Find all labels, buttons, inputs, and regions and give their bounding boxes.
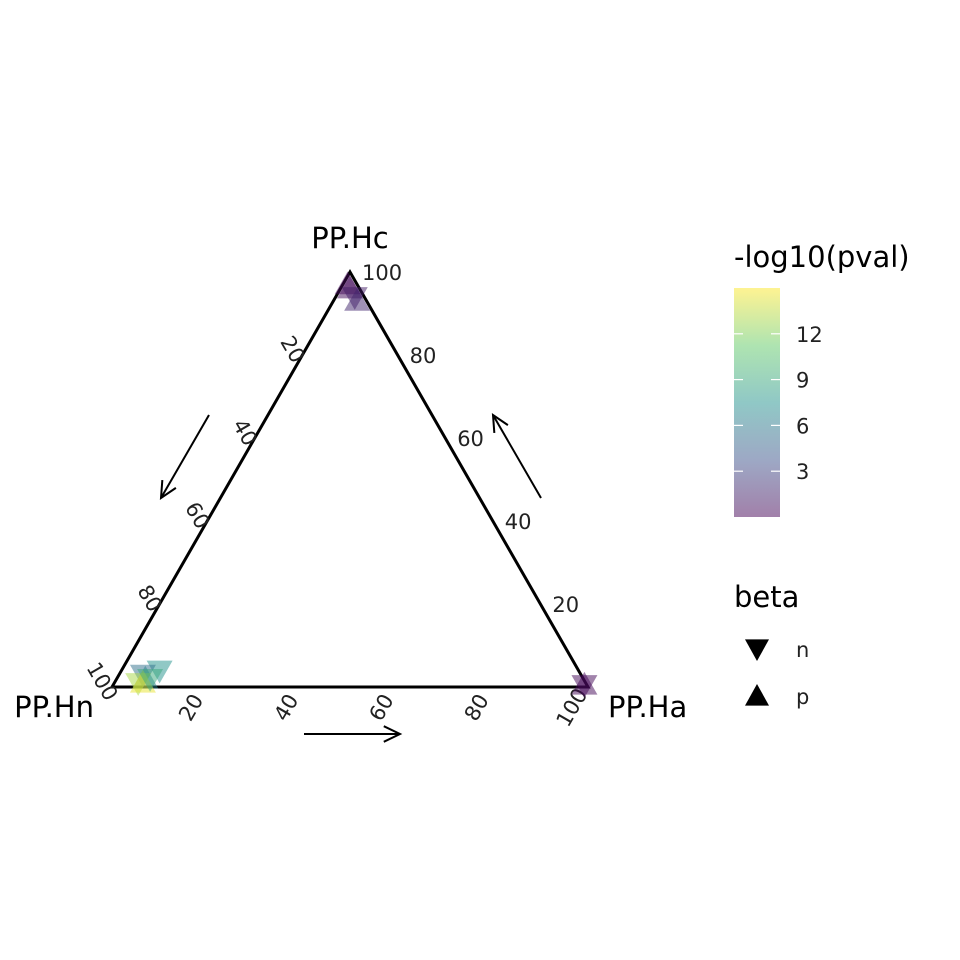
shape-legend-label: n [796, 638, 809, 662]
tick-label-ha: 60 [364, 690, 398, 725]
legend-triangle-down-icon [745, 639, 769, 661]
direction-arrows [159, 413, 542, 743]
shape-legend-title: beta [734, 580, 799, 614]
axis-title-left: PP.Hn [14, 690, 94, 724]
tick-label-hc: 80 [410, 344, 437, 368]
arrow-left [159, 414, 210, 500]
colorbar-title: -log10(pval) [734, 240, 910, 274]
tick-label-ha: 40 [269, 690, 303, 725]
tick-label-ha: 20 [174, 690, 208, 725]
legend-triangle-up-icon [745, 684, 769, 706]
tick-label-hc: 20 [552, 593, 579, 617]
tick-label-hc: 60 [457, 427, 484, 451]
colorbar-tick-label: 3 [796, 460, 809, 484]
data-point-triangle-up [571, 671, 598, 695]
data-point-triangle-up [344, 288, 371, 311]
colorbar-tick-label: 9 [796, 369, 809, 393]
triangle-frame [109, 268, 591, 689]
colorbar [734, 288, 780, 517]
legend: -log10(pval) 3 6 9 12 beta np [734, 240, 910, 709]
tick-label-hc: 40 [505, 510, 532, 534]
tick-label-hn: 20 [275, 332, 309, 367]
colorbar-tick-label: 12 [796, 323, 823, 347]
tick-label-hc: 100 [362, 261, 402, 285]
tick-label-ha: 80 [460, 690, 494, 725]
shape-legend-label: p [796, 685, 809, 709]
tick-label-hn: 80 [133, 581, 167, 616]
data-points [125, 271, 598, 698]
tick-label-hn: 60 [180, 498, 214, 533]
data-point-triangle-down [137, 668, 164, 692]
arrow-bottom [304, 725, 403, 743]
axis-title-right: PP.Ha [608, 690, 687, 724]
axis-title-top: PP.Hc [311, 221, 388, 255]
tick-label-hn: 40 [228, 415, 262, 450]
arrow-right [491, 413, 542, 499]
plot-panel: 202020404040606060808080100100100PP.HcPP… [14, 221, 687, 743]
colorbar-tick-label: 6 [796, 414, 809, 438]
